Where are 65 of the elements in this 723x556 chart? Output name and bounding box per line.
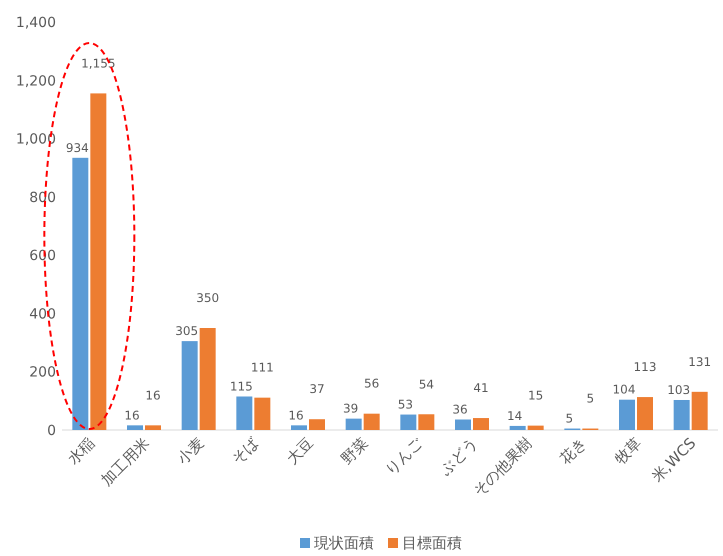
x-tick-label: ぶどう bbox=[436, 434, 481, 479]
bar bbox=[182, 341, 198, 430]
data-label: 39 bbox=[343, 402, 358, 416]
data-label: 5 bbox=[566, 412, 574, 426]
y-tick-label: 1,000 bbox=[16, 132, 56, 148]
data-label: 15 bbox=[528, 388, 544, 403]
x-tick-label: 小麦 bbox=[174, 434, 208, 468]
data-label: 5 bbox=[586, 392, 594, 406]
legend-label: 現状面積 bbox=[314, 534, 374, 552]
y-tick-label: 0 bbox=[47, 423, 56, 439]
x-tick-label: そば bbox=[228, 433, 263, 468]
x-tick-label: 花き bbox=[556, 434, 590, 468]
bar bbox=[254, 398, 270, 430]
bar bbox=[309, 419, 325, 430]
bar bbox=[364, 414, 380, 430]
data-label: 1,155 bbox=[81, 56, 116, 70]
bar bbox=[291, 425, 307, 430]
bar bbox=[418, 414, 434, 430]
data-label: 305 bbox=[175, 324, 198, 338]
y-tick-label: 800 bbox=[29, 190, 56, 206]
y-tick-label: 1,400 bbox=[16, 15, 56, 31]
bar bbox=[528, 426, 544, 430]
data-label: 934 bbox=[66, 140, 89, 155]
data-label: 53 bbox=[398, 398, 413, 412]
data-label: 36 bbox=[452, 402, 468, 417]
x-tick-label: 加工用米 bbox=[98, 434, 153, 490]
data-label: 104 bbox=[612, 382, 636, 397]
bar bbox=[200, 328, 216, 430]
bar bbox=[90, 93, 106, 430]
bar bbox=[674, 400, 690, 430]
bar bbox=[510, 426, 526, 430]
data-label: 56 bbox=[364, 376, 380, 391]
data-label: 103 bbox=[667, 382, 690, 397]
data-label: 115 bbox=[230, 379, 253, 394]
data-label: 111 bbox=[250, 360, 274, 375]
data-label: 16 bbox=[145, 388, 161, 402]
bar bbox=[473, 418, 489, 430]
data-label: 41 bbox=[473, 381, 489, 396]
legend-label: 目標面積 bbox=[402, 534, 462, 552]
data-label: 16 bbox=[288, 408, 304, 422]
data-label: 350 bbox=[196, 291, 220, 305]
bar bbox=[692, 392, 708, 430]
x-tick-label: りんご bbox=[382, 433, 427, 479]
bar bbox=[400, 414, 416, 430]
bar bbox=[619, 400, 635, 430]
bar bbox=[236, 396, 252, 430]
bar bbox=[145, 425, 161, 430]
data-label: 54 bbox=[418, 377, 434, 392]
bar bbox=[127, 425, 143, 430]
data-label: 14 bbox=[507, 408, 522, 423]
data-label: 113 bbox=[634, 360, 656, 374]
bar bbox=[455, 420, 471, 430]
data-label: 16 bbox=[124, 408, 140, 422]
bar bbox=[637, 397, 653, 430]
x-tick-label: 大豆 bbox=[282, 434, 317, 468]
x-tick-label: 野菜 bbox=[338, 434, 372, 468]
bar bbox=[72, 158, 88, 430]
data-label: 37 bbox=[309, 382, 325, 396]
bar bbox=[346, 418, 362, 430]
y-tick-label: 400 bbox=[29, 306, 56, 322]
x-tick-label: 水稲 bbox=[64, 434, 98, 468]
y-tick-label: 200 bbox=[29, 364, 56, 381]
data-label: 131 bbox=[688, 354, 712, 369]
x-tick-label: 牧草 bbox=[610, 434, 645, 468]
y-tick-label: 1,200 bbox=[16, 73, 56, 90]
